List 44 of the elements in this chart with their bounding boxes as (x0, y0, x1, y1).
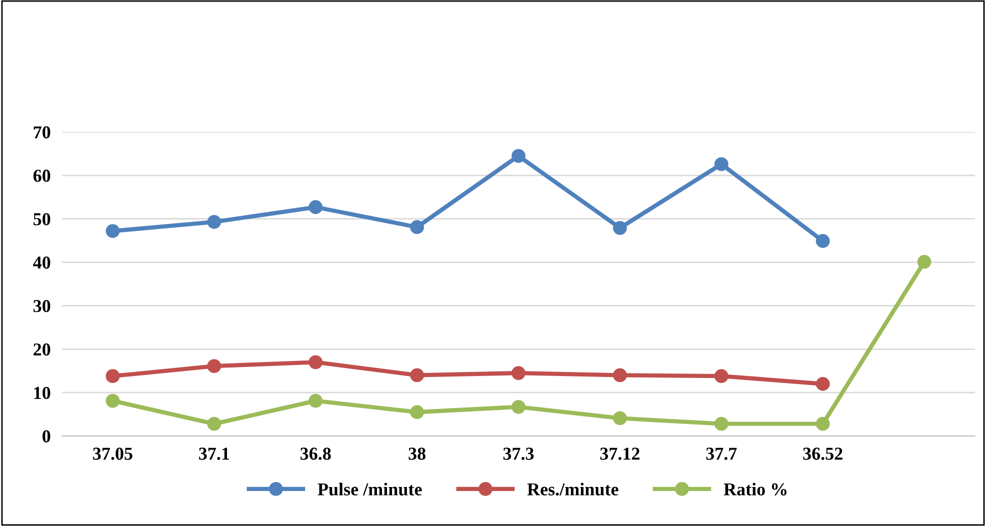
point (512, 400, 526, 414)
point (106, 224, 120, 238)
point (816, 416, 830, 431)
point (714, 416, 728, 431)
x-tick-label: 38 (408, 448, 426, 460)
x-tick-label: 37.1 (199, 448, 230, 460)
point (106, 394, 120, 408)
y-tick-label: 40 (33, 256, 50, 269)
point (308, 355, 323, 370)
y-tick-label: 70 (34, 126, 50, 138)
point (613, 368, 627, 382)
point (512, 366, 526, 380)
x-tick-label: 37.7 (706, 448, 737, 460)
point (207, 359, 222, 374)
point (816, 376, 830, 391)
point (207, 416, 222, 431)
x-tick-label: 37.3 (503, 448, 534, 460)
legend-label: Pulse /minute (318, 482, 422, 496)
legend-label: Ratio % (724, 482, 786, 496)
point (714, 369, 728, 384)
point (917, 254, 932, 269)
y-tick-label: 10 (34, 386, 50, 400)
y-tick-label: 60 (33, 170, 50, 182)
point (106, 369, 120, 384)
point (613, 221, 627, 235)
legend-label: Res./minute (527, 482, 618, 496)
point (410, 220, 424, 234)
x-tick-label: 37.05 (93, 448, 132, 460)
x-tick-label: 36.52 (803, 448, 842, 460)
x-tick-label: 36.8 (300, 448, 331, 460)
point (512, 148, 526, 163)
point (613, 411, 627, 426)
point (410, 368, 424, 382)
y-tick-label: 0 (42, 430, 50, 442)
point (714, 157, 728, 172)
point (207, 214, 222, 229)
y-tick-label: 20 (34, 343, 50, 356)
point (410, 405, 424, 420)
point (308, 394, 323, 408)
x-tick-label: 37.12 (600, 448, 640, 460)
point (816, 234, 830, 248)
y-tick-label: 30 (34, 300, 50, 312)
y-tick-label: 50 (34, 213, 50, 226)
point (308, 200, 323, 214)
